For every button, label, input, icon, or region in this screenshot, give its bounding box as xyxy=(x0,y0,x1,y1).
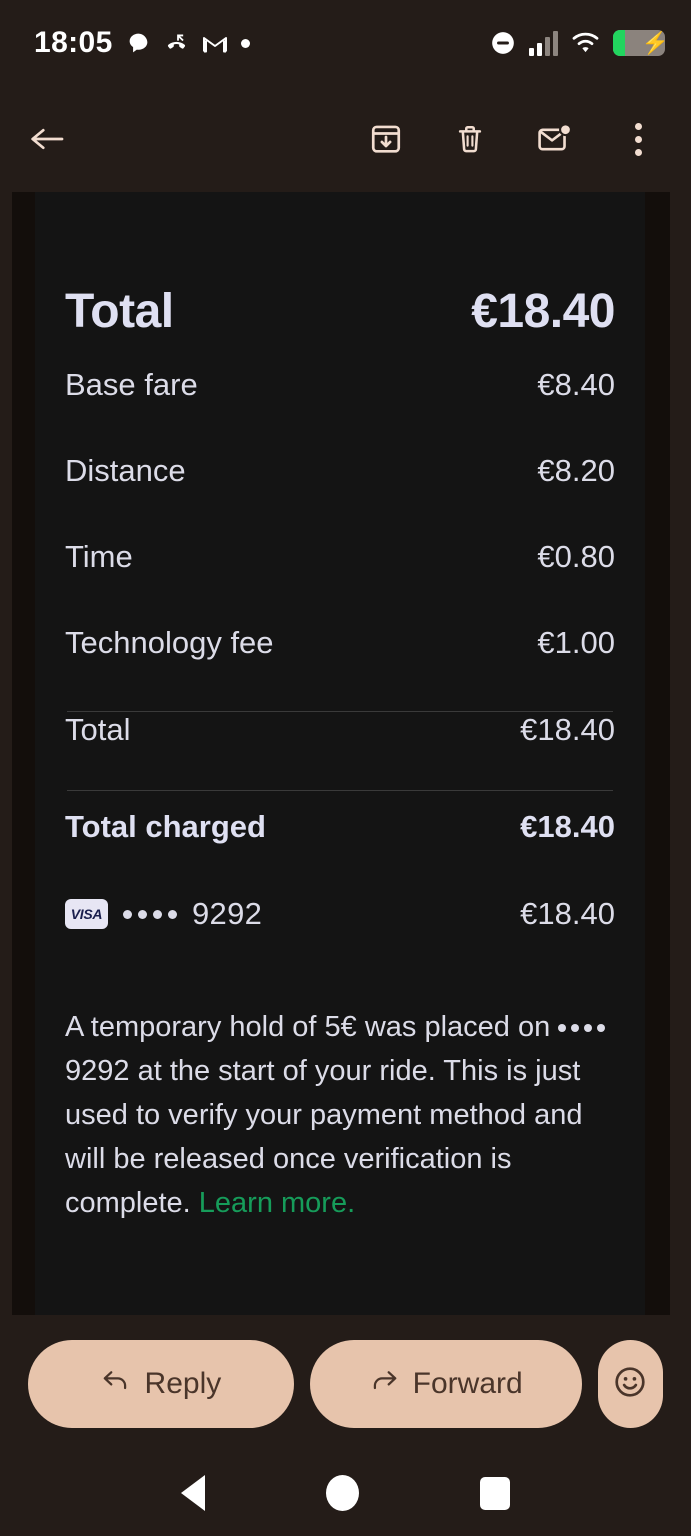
battery-charging-icon: ⚡ xyxy=(613,30,665,56)
card-mask-dots-icon xyxy=(123,909,177,919)
cellular-signal-icon xyxy=(529,30,558,56)
nav-recents-button[interactable] xyxy=(480,1476,511,1510)
chat-bubble-icon xyxy=(126,31,151,56)
receipt-card: Total €18.40 Base fare €8.40 Distance €8… xyxy=(35,192,645,1315)
line-item-label: Technology fee xyxy=(65,625,274,660)
receipt-heading-label: Total xyxy=(65,285,174,338)
line-item-label: Time xyxy=(65,539,133,574)
visa-label: VISA xyxy=(70,906,103,922)
toolbar-actions xyxy=(363,116,669,162)
payment-method-value: €18.40 xyxy=(520,896,615,931)
receipt-heading: Total €18.40 xyxy=(65,192,615,339)
email-body-container[interactable]: Total €18.40 Base fare €8.40 Distance €8… xyxy=(12,192,670,1315)
delete-button[interactable] xyxy=(447,116,493,162)
archive-button[interactable] xyxy=(363,116,409,162)
forward-button[interactable]: Forward xyxy=(309,1340,582,1428)
do-not-disturb-icon xyxy=(490,30,516,56)
note-mask-dots-icon xyxy=(558,1024,606,1033)
subtotal-value: €18.40 xyxy=(520,712,615,747)
line-item-distance: Distance €8.20 xyxy=(65,453,615,539)
divider-top xyxy=(67,711,613,712)
nav-back-button[interactable] xyxy=(180,1475,205,1511)
total-charged-label: Total charged xyxy=(65,809,266,844)
add-reaction-button[interactable] xyxy=(597,1340,663,1428)
kebab-icon xyxy=(634,122,642,156)
nav-home-button[interactable] xyxy=(325,1475,359,1511)
line-item-base-fare: Base fare €8.40 xyxy=(65,367,615,453)
line-item-label: Distance xyxy=(65,453,186,488)
reply-label: Reply xyxy=(144,1367,222,1400)
forward-label: Forward xyxy=(412,1367,523,1400)
reply-button[interactable]: Reply xyxy=(28,1340,294,1428)
line-item-value: €0.80 xyxy=(537,539,615,574)
email-toolbar xyxy=(0,86,691,192)
reply-arrow-icon xyxy=(101,1367,131,1401)
smiley-icon xyxy=(611,1363,649,1406)
receipt-heading-value: €18.40 xyxy=(471,285,615,338)
note-text-before: A temporary hold of 5€ was placed on xyxy=(65,1011,551,1043)
line-item-value: €8.40 xyxy=(537,367,615,402)
status-bar-right: ⚡ xyxy=(490,30,665,56)
line-item-label: Base fare xyxy=(65,367,198,402)
wifi-icon xyxy=(571,31,600,55)
mark-unread-button[interactable] xyxy=(531,116,577,162)
more-options-button[interactable] xyxy=(615,116,661,162)
status-bar-clock: 18:05 xyxy=(34,26,113,59)
total-charged-value: €18.40 xyxy=(520,809,615,844)
notification-dot-icon xyxy=(240,38,250,48)
status-bar: 18:05 xyxy=(0,0,691,86)
payment-method-row: VISA 9292 €18.40 xyxy=(65,885,615,943)
forward-arrow-icon xyxy=(369,1367,399,1401)
gmail-icon xyxy=(202,32,228,55)
line-item-time: Time €0.80 xyxy=(65,539,615,625)
android-nav-bar xyxy=(0,1450,691,1536)
back-button[interactable] xyxy=(24,116,70,162)
temporary-hold-note: A temporary hold of 5€ was placed on 929… xyxy=(65,1005,615,1225)
visa-card-icon: VISA xyxy=(65,899,108,929)
divider-bottom xyxy=(67,790,613,791)
status-bar-left: 18:05 xyxy=(34,26,250,60)
card-last4: 9292 xyxy=(192,896,263,931)
missed-call-icon xyxy=(164,31,189,56)
line-item-value: €1.00 xyxy=(537,625,615,660)
line-item-value: €8.20 xyxy=(537,453,615,488)
learn-more-link[interactable]: Learn more. xyxy=(198,1187,356,1219)
subtotal-row: Total €18.40 xyxy=(65,712,615,790)
total-charged-row: Total charged €18.40 xyxy=(65,809,615,885)
line-item-technology-fee: Technology fee €1.00 xyxy=(65,625,615,711)
payment-method-left: VISA 9292 xyxy=(65,896,262,932)
note-text-after: 9292 at the start of your ride. This is … xyxy=(65,1055,583,1219)
subtotal-label: Total xyxy=(65,712,131,747)
email-action-bar: Reply Forward xyxy=(0,1330,691,1438)
